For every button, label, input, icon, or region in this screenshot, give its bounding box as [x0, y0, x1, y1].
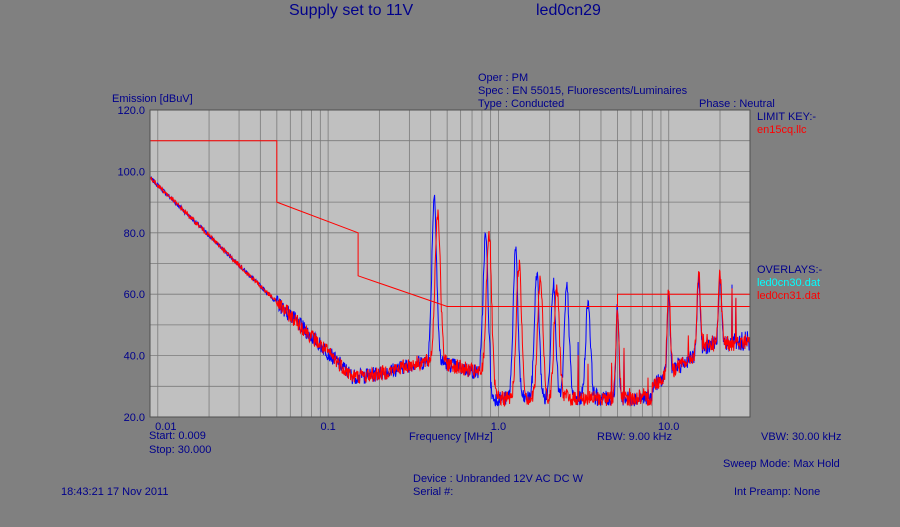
y-tick-label: 80.0	[124, 228, 145, 240]
traces	[149, 140, 751, 408]
x-tick-label: 0.01	[155, 421, 176, 433]
chart-title-left: Supply set to 11V	[289, 2, 414, 19]
y-tick-label: 20.0	[124, 412, 145, 424]
overlays-label: OVERLAYS:-	[757, 264, 823, 276]
x-tick-label: 0.1	[320, 421, 335, 433]
limit-file-label: en15cq.llc	[757, 124, 807, 136]
x-tick-labels: 0.01 0.1 1.0 10.0	[155, 421, 679, 433]
y-tick-label: 120.0	[117, 105, 145, 117]
y-axis-label: Emission [dBuV]	[112, 93, 193, 105]
y-tick-label: 40.0	[124, 351, 145, 363]
y-tick-labels: 120.0 100.0 80.0 60.0 40.0 20.0	[117, 105, 145, 424]
device-label: Device : Unbranded 12V AC DC W	[413, 473, 583, 485]
spec-label: Spec : EN 55015, Fluorescents/Luminaires	[478, 85, 688, 97]
chart-title-right: led0cn29	[536, 2, 601, 19]
rbw-label: RBW: 9.00 kHz	[597, 431, 672, 443]
x-tick-label: 1.0	[491, 421, 506, 433]
limit-key-label: LIMIT KEY:-	[757, 111, 817, 123]
y-tick-label: 100.0	[117, 166, 145, 178]
plot-frame	[149, 109, 751, 418]
x-tick-label: 10.0	[658, 421, 679, 433]
overlay-1-label: led0cn30.dat	[757, 277, 820, 289]
timestamp-label: 18:43:21 17 Nov 2011	[61, 486, 169, 498]
preamp-label: Int Preamp: None	[734, 486, 821, 498]
limit-line-2	[447, 293, 750, 307]
serial-label: Serial #:	[413, 486, 454, 498]
phase-label: Phase : Neutral	[699, 98, 775, 110]
type-label: Type : Conducted	[478, 98, 565, 110]
series-led0cn31	[149, 176, 751, 408]
grid-lines	[149, 110, 750, 417]
x-axis-label: Frequency [MHz]	[409, 431, 493, 443]
oper-label: Oper : PM	[478, 72, 529, 84]
stop-freq: Stop: 30.000	[149, 444, 212, 456]
y-tick-label: 60.0	[124, 289, 145, 301]
vbw-label: VBW: 30.00 kHz	[761, 431, 842, 443]
start-freq: Start: 0.009	[149, 430, 206, 442]
overlay-2-label: led0cn31.dat	[757, 290, 820, 302]
sweep-mode-label: Sweep Mode: Max Hold	[723, 458, 840, 470]
